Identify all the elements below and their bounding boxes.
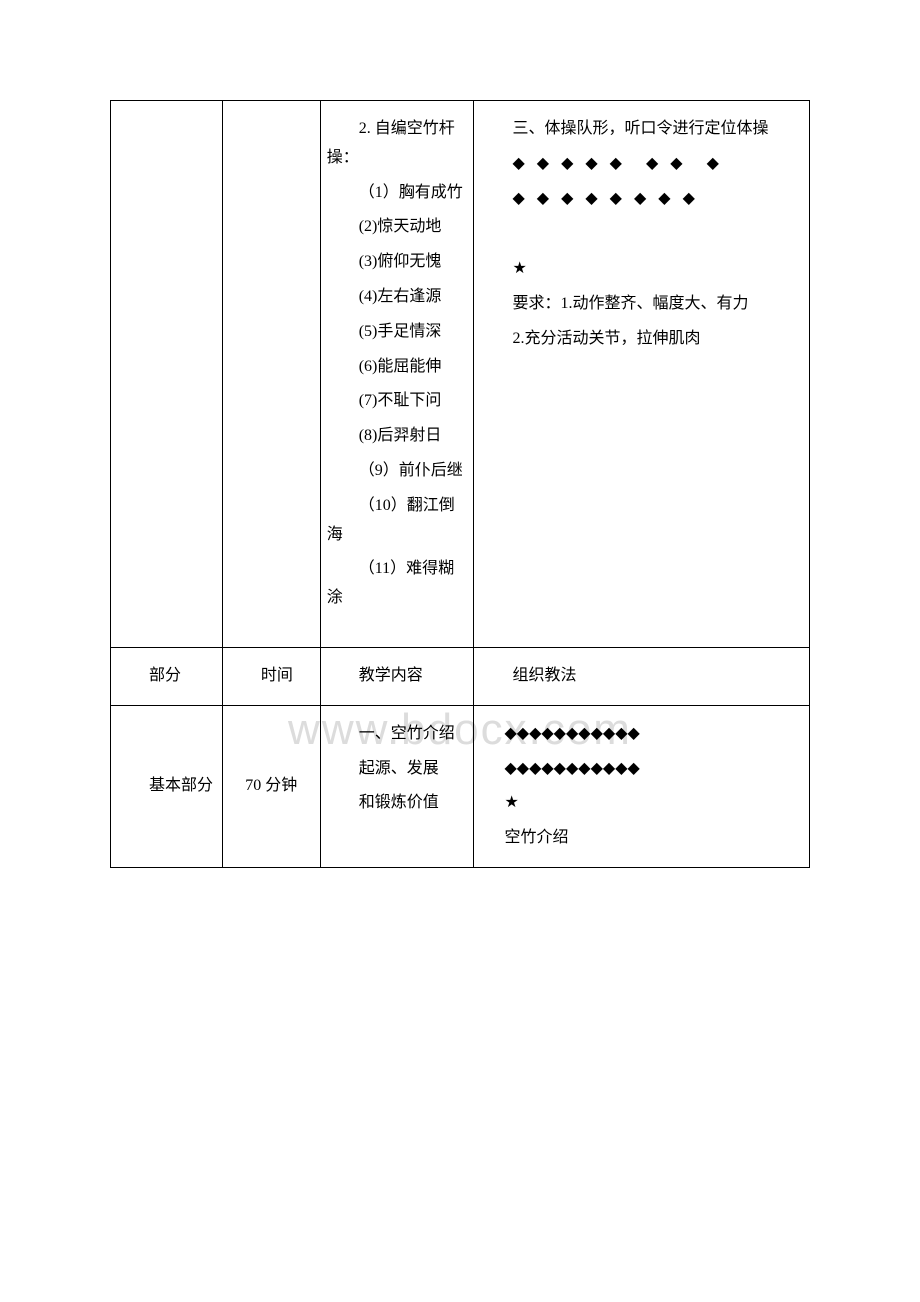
exercise-item: （10）翻江倒海	[327, 492, 468, 550]
formation-line: ◆◆◆◆◆◆◆◆◆◆◆	[480, 755, 803, 784]
star-marker: ★	[480, 255, 803, 284]
exercise-item: (5)手足情深	[327, 318, 468, 347]
table-row: 基本部分 70 分钟 一、空竹介绍 起源、发展 和锻炼价值 ◆◆◆◆◆◆◆◆◆◆…	[111, 705, 810, 867]
header-label: 时间	[229, 662, 314, 691]
header-label: 组织教法	[480, 662, 803, 691]
exercise-item: (3)俯仰无愧	[327, 248, 468, 277]
content-line: 一、空竹介绍	[327, 720, 468, 749]
header-section: 部分	[111, 647, 223, 705]
exercise-item: (7)不耻下问	[327, 387, 468, 416]
formation-line: ◆ ◆ ◆ ◆ ◆ ◆ ◆ ◆	[480, 185, 803, 214]
star-marker: ★	[480, 789, 803, 818]
header-time: 时间	[222, 647, 320, 705]
cell-time: 70 分钟	[222, 705, 320, 867]
exercise-item: （11）难得糊涂	[327, 555, 468, 613]
header-method: 组织教法	[474, 647, 810, 705]
formation-line: ◆◆◆◆◆◆◆◆◆◆◆	[480, 720, 803, 749]
content-line: 和锻炼价值	[327, 789, 468, 818]
exercise-item: 2. 自编空竹杆操：	[327, 115, 468, 173]
lesson-plan-table: 2. 自编空竹杆操： （1）胸有成竹 (2)惊天动地 (3)俯仰无愧 (4)左右…	[110, 100, 810, 868]
duration-text: 70 分钟	[229, 772, 314, 801]
requirement-text: 要求：1.动作整齐、幅度大、有力	[480, 290, 803, 319]
exercise-item: （1）胸有成竹	[327, 179, 468, 208]
exercise-item: （9）前仆后继	[327, 457, 468, 486]
header-content: 教学内容	[320, 647, 474, 705]
intro-label: 空竹介绍	[480, 824, 803, 853]
cell-time	[222, 101, 320, 648]
table-row: 2. 自编空竹杆操： （1）胸有成竹 (2)惊天动地 (3)俯仰无愧 (4)左右…	[111, 101, 810, 648]
cell-method: ◆◆◆◆◆◆◆◆◆◆◆ ◆◆◆◆◆◆◆◆◆◆◆ ★ 空竹介绍	[474, 705, 810, 867]
exercise-item: (2)惊天动地	[327, 213, 468, 242]
cell-content: 2. 自编空竹杆操： （1）胸有成竹 (2)惊天动地 (3)俯仰无愧 (4)左右…	[320, 101, 474, 648]
requirement-text: 2.充分活动关节，拉伸肌肉	[480, 325, 803, 354]
exercise-item: (4)左右逢源	[327, 283, 468, 312]
exercise-item: (6)能屈能伸	[327, 353, 468, 382]
content-line: 起源、发展	[327, 755, 468, 784]
section-name: 基本部分	[117, 772, 216, 801]
header-label: 部分	[117, 662, 216, 691]
formation-line: ◆ ◆ ◆ ◆ ◆ ◆ ◆ ◆	[480, 150, 803, 179]
cell-method: 三、体操队形，听口令进行定位体操 ◆ ◆ ◆ ◆ ◆ ◆ ◆ ◆ ◆ ◆ ◆ ◆…	[474, 101, 810, 648]
exercise-item: (8)后羿射日	[327, 422, 468, 451]
header-label: 教学内容	[327, 662, 468, 691]
cell-content: 一、空竹介绍 起源、发展 和锻炼价值	[320, 705, 474, 867]
cell-section	[111, 101, 223, 648]
cell-section: 基本部分	[111, 705, 223, 867]
formation-heading: 三、体操队形，听口令进行定位体操	[480, 115, 803, 144]
table-header-row: 部分 时间 教学内容 组织教法	[111, 647, 810, 705]
